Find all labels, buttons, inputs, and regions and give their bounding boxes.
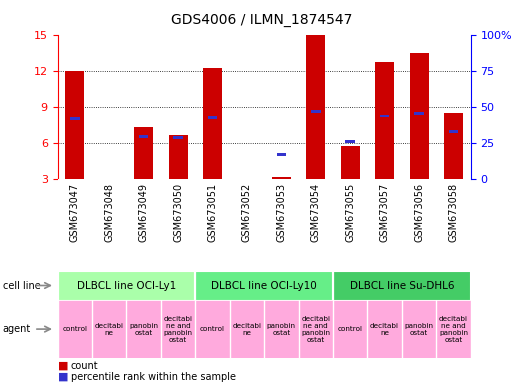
Text: panobin
ostat: panobin ostat [267,323,296,336]
Text: GSM673049: GSM673049 [139,183,149,242]
Bar [92,300,127,358]
Bar [333,300,367,358]
Text: ■: ■ [58,372,68,382]
Text: GSM673052: GSM673052 [242,183,252,242]
Bar [380,115,390,118]
Text: control: control [62,326,87,332]
Bar [127,300,161,358]
Bar [367,300,402,358]
Bar [402,300,436,358]
Bar [168,136,188,179]
Text: decitabi
ne and
panobin
ostat: decitabi ne and panobin ostat [301,316,330,343]
Bar [195,271,333,300]
Text: decitabi
ne: decitabi ne [370,323,399,336]
Bar [65,71,84,179]
Bar [340,146,360,179]
Bar [272,177,291,179]
Bar [173,136,183,139]
Text: decitabi
ne and
panobin
ostat: decitabi ne and panobin ostat [439,316,468,343]
Text: DLBCL line Su-DHL6: DLBCL line Su-DHL6 [349,280,454,291]
Text: ■: ■ [58,361,68,371]
Text: GSM673057: GSM673057 [380,183,390,242]
Bar [375,62,394,179]
Text: panobin
ostat: panobin ostat [405,323,434,336]
Text: DLBCL line OCI-Ly10: DLBCL line OCI-Ly10 [211,280,317,291]
Bar [208,116,217,119]
Text: decitabi
ne and
panobin
ostat: decitabi ne and panobin ostat [164,316,192,343]
Text: control: control [338,326,362,332]
Bar [264,300,299,358]
Text: cell line: cell line [3,280,40,291]
Bar [230,300,264,358]
Bar [345,140,355,143]
Text: GSM673050: GSM673050 [173,183,183,242]
Bar [203,68,222,179]
Bar [161,300,195,358]
Text: GSM673058: GSM673058 [449,183,459,242]
Text: decitabi
ne: decitabi ne [232,323,262,336]
Text: GSM673054: GSM673054 [311,183,321,242]
Text: agent: agent [3,324,31,334]
Bar [277,153,286,156]
Bar [195,300,230,358]
Text: count: count [71,361,98,371]
Text: percentile rank within the sample: percentile rank within the sample [71,372,235,382]
Bar [410,53,428,179]
Text: GSM673051: GSM673051 [208,183,218,242]
Bar [436,300,471,358]
Bar [70,117,79,120]
Text: GSM673053: GSM673053 [276,183,286,242]
Bar [306,35,325,179]
Bar [449,131,458,133]
Bar [333,271,471,300]
Bar [134,127,153,179]
Text: GDS4006 / ILMN_1874547: GDS4006 / ILMN_1874547 [171,13,352,27]
Text: GSM673048: GSM673048 [104,183,114,242]
Text: panobin
ostat: panobin ostat [129,323,158,336]
Bar [58,300,92,358]
Bar [299,300,333,358]
Bar [444,113,463,179]
Text: GSM673056: GSM673056 [414,183,424,242]
Bar [311,110,321,113]
Text: DLBCL line OCI-Ly1: DLBCL line OCI-Ly1 [77,280,176,291]
Text: control: control [200,326,225,332]
Bar [414,113,424,115]
Text: GSM673047: GSM673047 [70,183,79,242]
Bar [139,135,149,138]
Bar [58,271,195,300]
Text: decitabi
ne: decitabi ne [95,323,123,336]
Text: GSM673055: GSM673055 [345,183,355,242]
